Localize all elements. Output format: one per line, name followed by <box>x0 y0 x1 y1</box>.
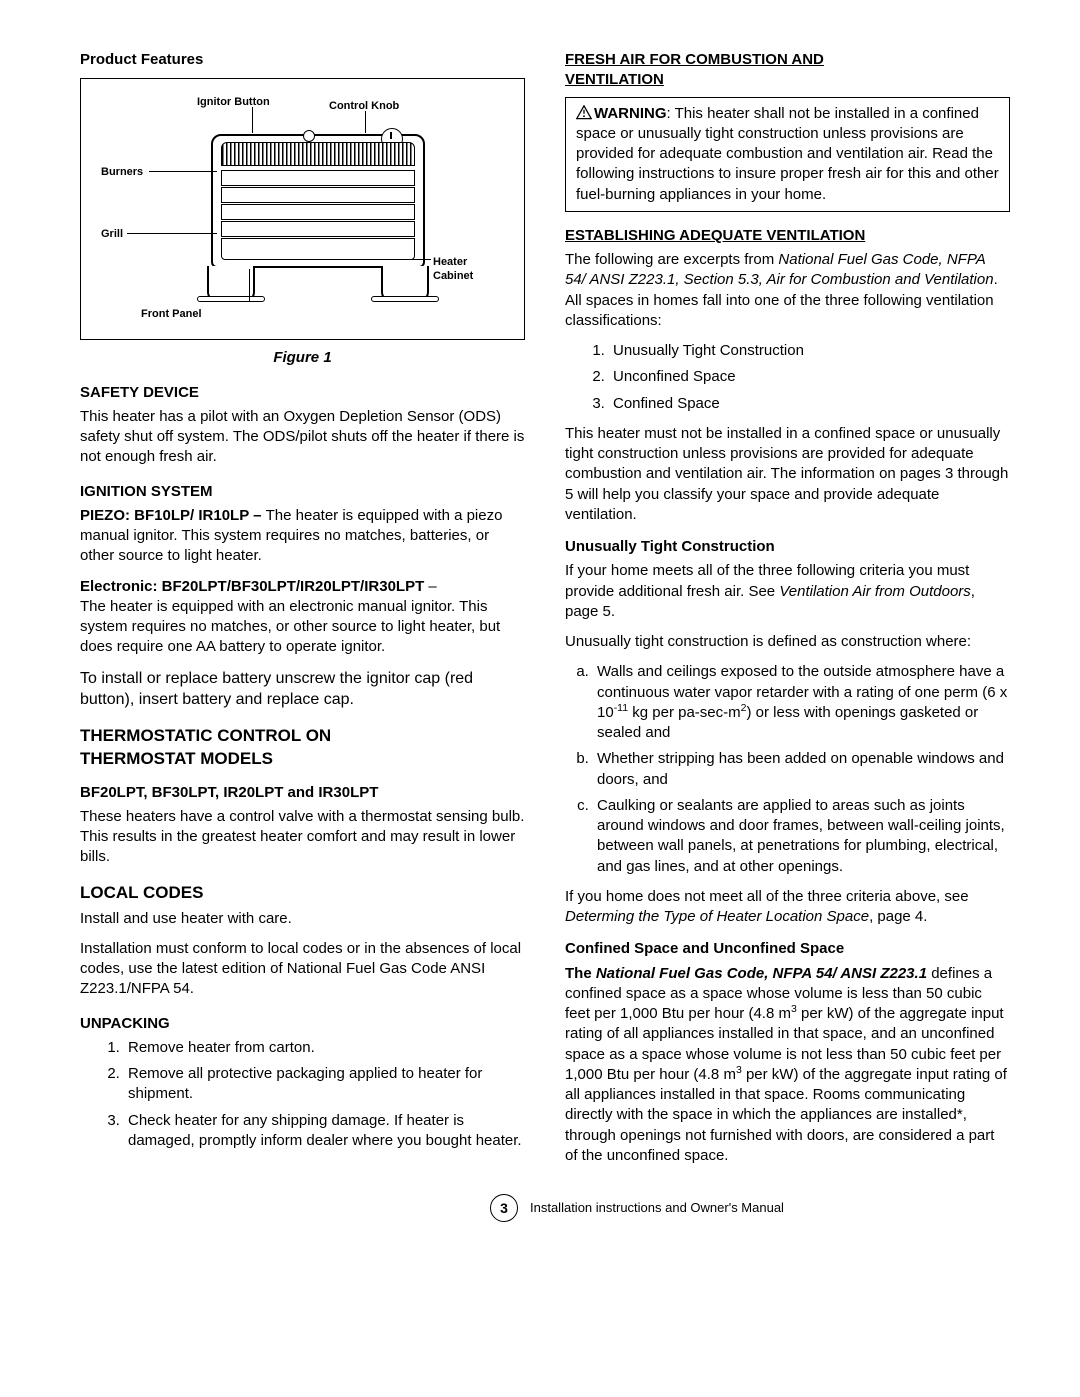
page-footer: 3 Installation instructions and Owner's … <box>80 1194 1010 1222</box>
list-item: Check heater for any shipping damage. If… <box>124 1111 525 1152</box>
label-grill: Grill <box>101 227 123 242</box>
heater-illustration <box>211 134 425 268</box>
list-item: Remove all protective packaging applied … <box>124 1064 525 1105</box>
fresh-air-heading-2: VENTILATION <box>565 70 1010 90</box>
figure-caption: Figure 1 <box>80 348 525 368</box>
unpacking-heading: UNPACKING <box>80 1014 525 1034</box>
list-item: Confined Space <box>609 394 1010 414</box>
warning-icon <box>576 105 592 119</box>
electronic-paragraph: Electronic: BF20LPT/BF30LPT/IR20LPT/IR30… <box>80 577 525 658</box>
list-item: Remove heater from carton. <box>124 1038 525 1058</box>
safety-device-text: This heater has a pilot with an Oxygen D… <box>80 407 525 468</box>
right-column: FRESH AIR FOR COMBUSTION AND VENTILATION… <box>565 50 1010 1176</box>
local-codes-p2: Installation must conform to local codes… <box>80 939 525 1000</box>
unpacking-list: Remove heater from carton. Remove all pr… <box>80 1038 525 1151</box>
fresh-air-heading-1: FRESH AIR FOR COMBUSTION AND <box>565 50 1010 70</box>
battery-paragraph: To install or replace battery unscrew th… <box>80 668 525 711</box>
ignition-heading: IGNITION SYSTEM <box>80 482 525 502</box>
establishing-p1: The following are excerpts from National… <box>565 250 1010 331</box>
label-burners: Burners <box>101 165 143 180</box>
label-ignitor: Ignitor Button <box>197 95 270 110</box>
local-codes-heading: LOCAL CODES <box>80 882 525 905</box>
list-item: Unconfined Space <box>609 367 1010 387</box>
footer-text: Installation instructions and Owner's Ma… <box>530 1199 784 1217</box>
tight-criteria-list: Walls and ceilings exposed to the outsid… <box>565 662 1010 877</box>
tight-p3: If you home does not meet all of the thr… <box>565 887 1010 928</box>
establishing-p2: This heater must not be installed in a c… <box>565 424 1010 525</box>
thermostatic-models: BF20LPT, BF30LPT, IR20LPT and IR30LPT <box>80 783 525 803</box>
thermostatic-text: These heaters have a control valve with … <box>80 807 525 868</box>
warning-label: WARNING <box>594 105 667 122</box>
list-item: Caulking or sealants are applied to area… <box>593 796 1010 877</box>
piezo-paragraph: PIEZO: BF10LP/ IR10LP – The heater is eq… <box>80 506 525 567</box>
tight-construction-heading: Unusually Tight Construction <box>565 537 1010 557</box>
confined-paragraph: The National Fuel Gas Code, NFPA 54/ ANS… <box>565 964 1010 1167</box>
page-number: 3 <box>490 1194 518 1222</box>
left-column: Product Features Ignitor Button Control … <box>80 50 525 1176</box>
warning-box: WARNING: This heater shall not be instal… <box>565 97 1010 212</box>
label-front-panel: Front Panel <box>141 307 202 322</box>
page-columns: Product Features Ignitor Button Control … <box>80 50 1010 1176</box>
thermostatic-heading-2: THERMOSTAT MODELS <box>80 748 525 771</box>
tight-p2: Unusually tight construction is defined … <box>565 632 1010 652</box>
product-features-heading: Product Features <box>80 50 525 70</box>
figure-1-diagram: Ignitor Button Control Knob Burners Gril… <box>80 78 525 340</box>
safety-device-heading: SAFETY DEVICE <box>80 383 525 403</box>
list-item: Walls and ceilings exposed to the outsid… <box>593 662 1010 743</box>
label-heater-cabinet-2: Cabinet <box>433 269 473 284</box>
establishing-heading: ESTABLISHING ADEQUATE VENTILATION <box>565 226 1010 246</box>
list-item: Whether stripping has been added on open… <box>593 749 1010 790</box>
local-codes-p1: Install and use heater with care. <box>80 909 525 929</box>
thermostatic-heading-1: THERMOSTATIC CONTROL ON <box>80 725 525 748</box>
tight-p1: If your home meets all of the three foll… <box>565 561 1010 622</box>
list-item: Unusually Tight Construction <box>609 341 1010 361</box>
confined-space-heading: Confined Space and Unconfined Space <box>565 939 1010 959</box>
label-heater-cabinet-1: Heater <box>433 255 467 270</box>
classification-list: Unusually Tight Construction Unconfined … <box>565 341 1010 414</box>
